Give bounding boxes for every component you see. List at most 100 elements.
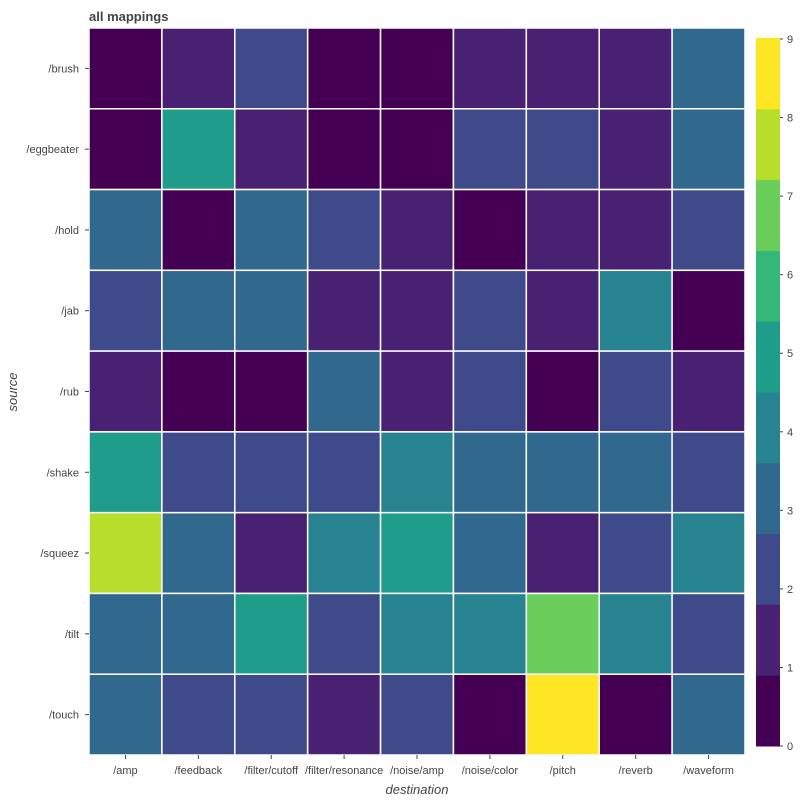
heatmap-cell — [306, 431, 382, 514]
colorbar-segment — [756, 675, 780, 747]
heatmap-cell — [234, 592, 309, 675]
heatmap-cell — [234, 673, 309, 756]
heatmap-cell — [161, 27, 236, 110]
heatmap-cell — [671, 592, 746, 675]
heatmap-cell — [525, 673, 600, 756]
colorbar-tick-label: 0 — [787, 741, 793, 753]
heatmap-cell — [161, 511, 236, 595]
heatmap-cell — [379, 269, 455, 352]
heatmap-cell — [452, 108, 528, 191]
heatmap-cell — [306, 511, 382, 595]
heatmap-cell — [452, 511, 528, 595]
colorbar-segment — [756, 604, 780, 676]
heatmap-cell — [452, 350, 528, 433]
heatmap-cell — [379, 431, 455, 514]
heatmap-cell — [598, 431, 673, 514]
x-tick-label: /pitch — [550, 765, 576, 777]
heatmap-cell — [598, 350, 673, 433]
heatmap-cell — [88, 350, 163, 433]
x-axis-label: destination — [386, 782, 449, 797]
heatmap-cell — [525, 592, 600, 675]
y-axis-label: source — [5, 372, 20, 411]
colorbar-tick-label: 6 — [787, 270, 793, 282]
heatmap-cell — [452, 27, 528, 110]
colorbar-segment — [756, 321, 780, 393]
y-tick-label: /jab — [61, 306, 79, 318]
x-tick-label: /noise/amp — [390, 765, 444, 777]
heatmap-cell — [88, 108, 163, 191]
heatmap-cell — [234, 431, 309, 514]
heatmap-cell — [452, 592, 528, 675]
heatmap-cell — [234, 188, 309, 272]
heatmap-cell — [671, 511, 746, 595]
heatmap-cell — [306, 592, 382, 675]
colorbar-segment — [756, 392, 780, 464]
heatmap-cell — [88, 269, 163, 352]
heatmap-cell — [161, 188, 236, 272]
heatmap-cell — [379, 673, 455, 756]
heatmap-cells — [88, 27, 746, 756]
x-tick-label: /filter/resonance — [305, 765, 383, 777]
heatmap-cell — [161, 108, 236, 191]
heatmap-cell — [525, 188, 600, 272]
colorbar-segment — [756, 250, 780, 322]
heatmap-cell — [379, 188, 455, 272]
heatmap-cell — [598, 269, 673, 352]
colorbar-tick-label: 5 — [787, 348, 793, 360]
heatmap-cell — [525, 108, 600, 191]
heatmap-cell — [306, 269, 382, 352]
x-tick-label: /noise/color — [462, 765, 519, 777]
y-tick-label: /eggbeater — [26, 144, 79, 156]
heatmap-cell — [379, 511, 455, 595]
heatmap-cell — [306, 108, 382, 191]
y-tick-label: /hold — [55, 225, 79, 237]
y-axis-ticks: /brush/eggbeater/hold/jab/rub/shake/sque… — [26, 63, 89, 722]
y-tick-label: /tilt — [65, 629, 79, 641]
heatmap-cell — [88, 511, 163, 595]
colorbar-tick-label: 2 — [787, 584, 793, 596]
y-tick-label: /squeez — [40, 548, 79, 560]
colorbar-tick-label: 4 — [787, 427, 793, 439]
heatmap-cell — [452, 673, 528, 756]
heatmap-cell — [306, 350, 382, 433]
x-tick-label: /waveform — [683, 765, 734, 777]
x-tick-label: /reverb — [619, 765, 653, 777]
heatmap-cell — [161, 350, 236, 433]
heatmap-cell — [88, 592, 163, 675]
heatmap-cell — [525, 27, 600, 110]
x-tick-label: /amp — [113, 765, 137, 777]
heatmap-cell — [306, 188, 382, 272]
heatmap-cell — [525, 511, 600, 595]
heatmap-cell — [598, 188, 673, 272]
heatmap-cell — [88, 431, 163, 514]
heatmap-cell — [379, 27, 455, 110]
heatmap-cell — [234, 511, 309, 595]
heatmap-cell — [671, 269, 746, 352]
y-tick-label: /touch — [49, 710, 79, 722]
colorbar-tick-label: 7 — [787, 191, 793, 203]
colorbar-segment — [756, 38, 780, 110]
x-tick-label: /filter/cutoff — [244, 765, 299, 777]
heatmap-cell — [452, 269, 528, 352]
heatmap-cell — [598, 108, 673, 191]
y-tick-label: /rub — [60, 387, 79, 399]
heatmap-cell — [598, 673, 673, 756]
heatmap-cell — [306, 673, 382, 756]
heatmap-cell — [161, 673, 236, 756]
heatmap-cell — [88, 188, 163, 272]
y-tick-label: /shake — [47, 467, 79, 479]
chart-title: all mappings — [89, 9, 168, 24]
heatmap-cell — [452, 188, 528, 272]
colorbar-segment — [756, 533, 780, 605]
heatmap-cell — [671, 27, 746, 110]
heatmap-cell — [161, 592, 236, 675]
heatmap-cell — [379, 592, 455, 675]
colorbar-segment — [756, 179, 780, 251]
heatmap-cell — [88, 27, 163, 110]
heatmap-cell — [598, 27, 673, 110]
colorbar: 0 1 2 3 4 5 6 7 8 9 — [756, 34, 793, 753]
heatmap-cell — [379, 108, 455, 191]
heatmap-cell — [525, 269, 600, 352]
heatmap-cell — [88, 673, 163, 756]
